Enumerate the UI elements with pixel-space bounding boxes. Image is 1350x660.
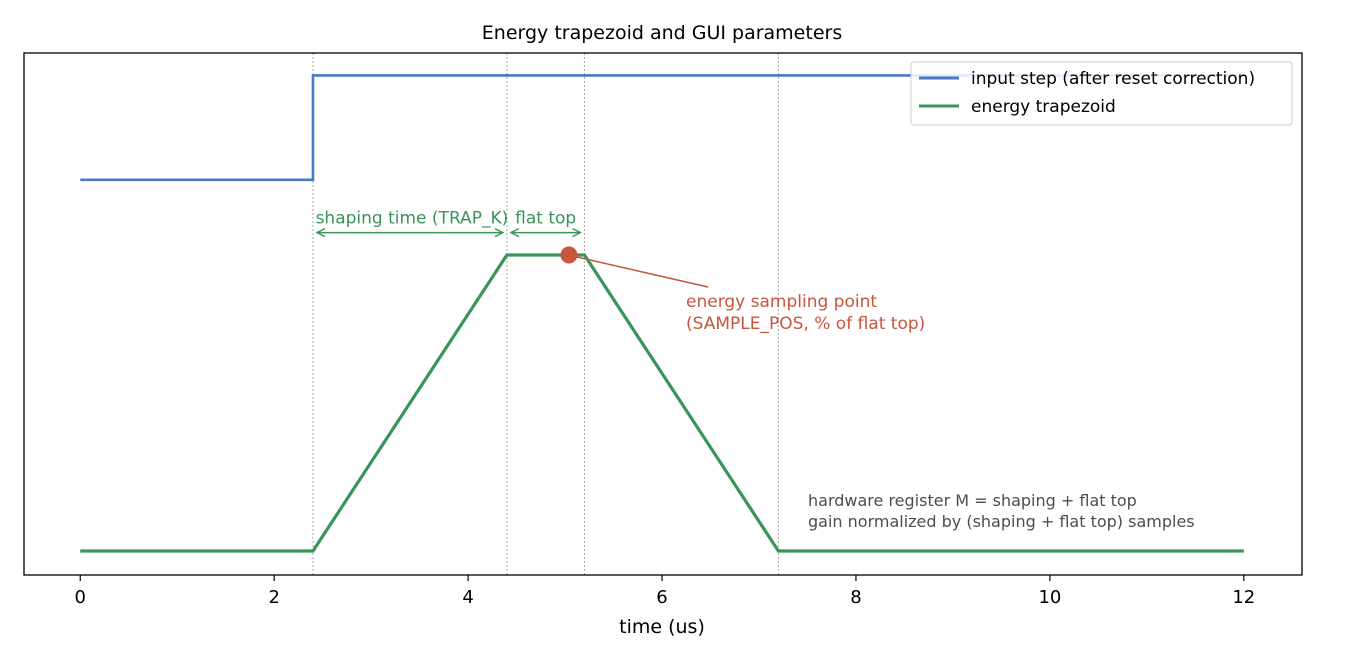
legend-label-input-step: input step (after reset correction) [971, 69, 1255, 89]
sampling-point-marker [560, 246, 578, 264]
note-register: hardware register M = shaping + flat top [808, 491, 1137, 510]
sampling-point-leader [576, 256, 709, 288]
series-energy-trapezoid [80, 253, 1244, 553]
x-tick-label-3: 6 [656, 587, 667, 608]
x-tick-label-5: 10 [1038, 587, 1061, 608]
series-lines [80, 74, 1244, 553]
sampling-point-label: energy sampling point [686, 292, 877, 312]
legend-label-energy-trapezoid: energy trapezoid [971, 97, 1116, 117]
x-tick-label-2: 4 [462, 587, 473, 608]
chart-title: Energy trapezoid and GUI parameters [482, 22, 842, 44]
series-input-step [80, 74, 1244, 182]
axes-frame [24, 53, 1302, 575]
shaping-time-label: shaping time (TRAP_K) [316, 209, 509, 229]
note-gain: gain normalized by (shaping + flat top) … [808, 512, 1195, 531]
x-tick-label-6: 12 [1232, 587, 1255, 608]
annotations: shaping time (TRAP_K) flat top energy sa… [316, 209, 1195, 531]
reference-lines [312, 53, 779, 575]
x-tick-label-1: 2 [268, 587, 279, 608]
legend-box [910, 61, 1293, 126]
x-axis-ticks: 0 2 4 6 8 10 12 [75, 575, 1255, 608]
x-tick-label-4: 8 [850, 587, 861, 608]
x-tick-label-0: 0 [75, 587, 86, 608]
x-axis-label: time (us) [619, 616, 705, 638]
flat-top-label: flat top [515, 209, 576, 229]
legend: input step (after reset correction) ener… [910, 61, 1293, 126]
sampling-point-sublabel: (SAMPLE_POS, % of flat top) [686, 314, 925, 334]
axes-border [23, 52, 1303, 576]
plot-area: shaping time (TRAP_K) flat top energy sa… [23, 52, 1303, 576]
